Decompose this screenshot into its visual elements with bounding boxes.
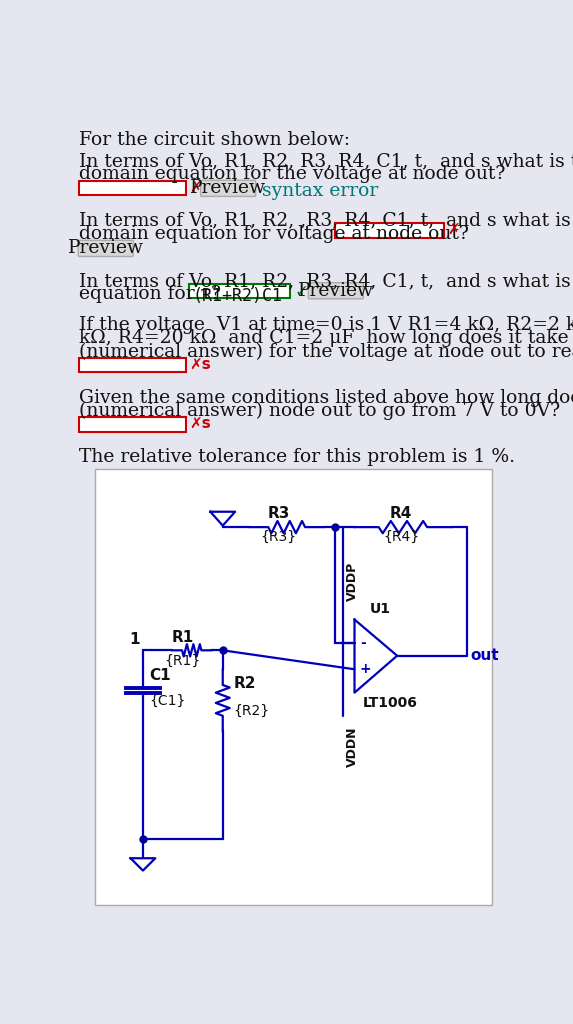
Text: Preview: Preview [298,282,374,300]
Text: For the circuit shown below:: For the circuit shown below: [80,131,350,148]
Text: ✓: ✓ [294,283,308,300]
Text: Preview: Preview [190,179,266,198]
Text: -: - [360,636,366,650]
FancyBboxPatch shape [201,180,256,197]
Text: domain equation for voltage at node out?: domain equation for voltage at node out? [80,224,469,243]
Text: R1: R1 [171,631,194,645]
Bar [335,223,444,238]
Text: (R1+R2)C1: (R1+R2)C1 [193,287,282,305]
Text: R3: R3 [268,506,290,520]
Text: Preview: Preview [68,240,144,257]
Text: ✗s: ✗s [190,358,211,373]
Text: In terms of Vo, R1, R2, ,R3, R4, C1, t,  and s what is the s-: In terms of Vo, R1, R2, ,R3, R4, C1, t, … [80,211,573,229]
Bar [95,469,492,905]
Text: U1: U1 [370,602,391,616]
Text: (numerical answer) for the voltage at node out to reach 3.5 ?: (numerical answer) for the voltage at no… [80,342,573,360]
Text: ✗s: ✗s [190,417,211,432]
Text: {R3}: {R3} [261,530,297,544]
Bar [80,417,186,432]
Text: VDDP: VDDP [346,561,359,601]
Text: ✗: ✗ [190,181,202,196]
Text: VDDN: VDDN [346,726,359,767]
Text: domain equation for the voltage at node out?: domain equation for the voltage at node … [80,165,506,183]
Bar [190,284,290,298]
Text: kΩ, R4=20 kΩ  and C1=2 μF  how long does it take: kΩ, R4=20 kΩ and C1=2 μF how long does i… [80,330,569,347]
Text: {R4}: {R4} [383,530,419,544]
Text: equation for τ?: equation for τ? [80,286,221,303]
Text: out: out [471,648,500,664]
Bar [80,357,186,373]
Text: {C1}: {C1} [149,694,186,709]
Text: +: + [360,663,371,676]
Text: The relative tolerance for this problem is 1 %.: The relative tolerance for this problem … [80,447,515,466]
FancyBboxPatch shape [308,283,363,299]
Text: If the voltage  V1 at time=0 is 1 V R1=4 kΩ, R2=2 kΩ, R3=1: If the voltage V1 at time=0 is 1 V R1=4 … [80,316,573,334]
Text: In terms of Vo, R1, R2, R3, R4, C1, t,  and s what is the time: In terms of Vo, R1, R2, R3, R4, C1, t, a… [80,153,573,170]
Text: R2: R2 [234,676,256,691]
Bar [80,180,186,196]
Text: R4: R4 [390,506,412,520]
Text: C1: C1 [149,668,171,683]
Text: {R2}: {R2} [234,703,270,718]
Text: (numerical answer) node out to go from 7 V to 0V?: (numerical answer) node out to go from 7… [80,401,560,420]
Text: Given the same conditions listed above how long does it take: Given the same conditions listed above h… [80,388,573,407]
Text: LT1006: LT1006 [362,695,417,710]
Text: syntax error: syntax error [261,182,378,200]
Text: 1: 1 [129,632,140,647]
Text: In terms of Vo, R1, R2,  R3, R4, C1, t,  and s what is the: In terms of Vo, R1, R2, R3, R4, C1, t, a… [80,272,573,290]
FancyBboxPatch shape [78,241,134,256]
Text: {R1}: {R1} [164,653,201,668]
Text: ✗: ✗ [447,223,460,239]
